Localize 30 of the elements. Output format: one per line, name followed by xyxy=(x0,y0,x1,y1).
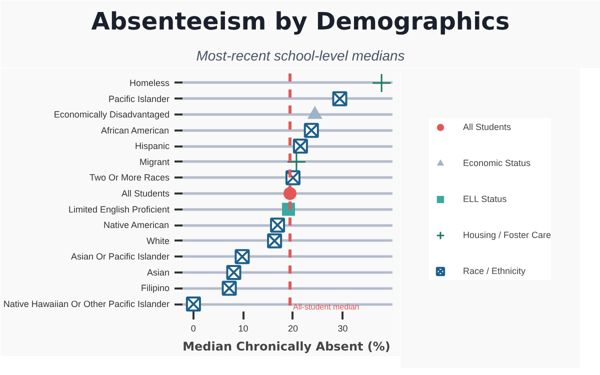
chart-title: Absenteeism by Demographics xyxy=(91,8,510,36)
chart-subtitle: Most-recent school-level medians xyxy=(196,48,405,64)
point xyxy=(372,74,392,93)
y-tick-label: Asian xyxy=(146,267,170,278)
point xyxy=(286,152,306,172)
y-tick-label: Two Or More Races xyxy=(89,172,170,183)
x-axis-title: Median Chronically Absent (%) xyxy=(182,340,390,354)
y-tick-label: Migrant xyxy=(139,156,170,167)
y-tick-label: Homeless xyxy=(129,78,170,88)
y-tick-label: Native Hawaiian Or Other Pacific Islander xyxy=(3,299,170,310)
y-tick-label: Native American xyxy=(103,220,170,230)
legend-label: Race / Ethnicity xyxy=(462,266,526,276)
y-tick-label: Limited English Proficient xyxy=(68,204,170,214)
legend-label: Economic Status xyxy=(462,158,531,168)
y-tick-label: All Students xyxy=(121,188,170,198)
y-tick-label: African American xyxy=(100,125,170,136)
y-tick-label: Hispanic xyxy=(134,141,170,152)
legend-label: Housing / Foster Care xyxy=(462,230,552,240)
y-tick-label: Economically Disadvantaged xyxy=(54,110,170,120)
y-tick-label: Filipino xyxy=(140,283,170,294)
y-tick-label: Pacific Islander xyxy=(108,94,170,104)
y-tick-label: Asian Or Pacific Islander xyxy=(70,252,170,262)
ref-line-label: All-student median xyxy=(292,302,360,312)
legend-label: All Students xyxy=(462,122,512,132)
x-tick-label: 20 xyxy=(288,324,298,334)
x-tick-label: 30 xyxy=(338,324,348,334)
x-tick-label: 0 xyxy=(190,324,196,334)
y-tick-label: White xyxy=(146,236,170,246)
x-tick-label: 10 xyxy=(238,324,248,334)
legend-label: ELL Status xyxy=(462,194,507,204)
